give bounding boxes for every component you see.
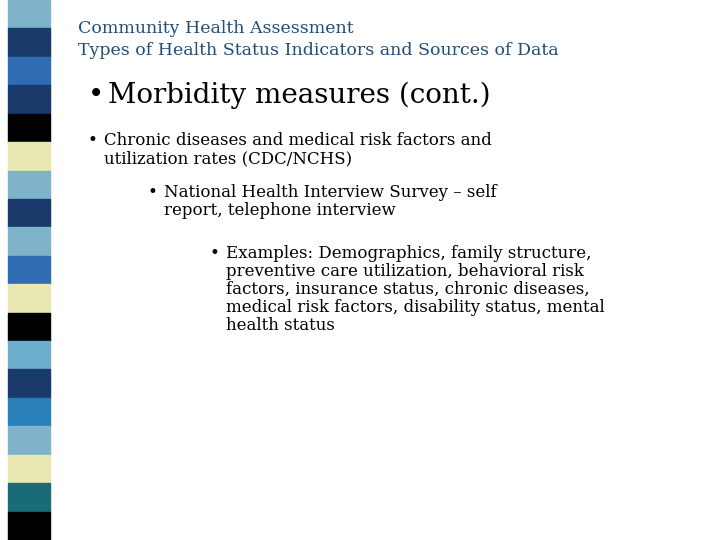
- Bar: [8, 426, 50, 455]
- Bar: [8, 483, 50, 511]
- Text: Morbidity measures (cont.): Morbidity measures (cont.): [108, 82, 490, 110]
- Bar: [8, 313, 50, 341]
- Bar: [8, 341, 50, 369]
- Bar: [8, 29, 50, 57]
- Text: Types of Health Status Indicators and Sources of Data: Types of Health Status Indicators and So…: [78, 42, 559, 59]
- Bar: [8, 369, 50, 398]
- Bar: [8, 142, 50, 171]
- Text: factors, insurance status, chronic diseases,: factors, insurance status, chronic disea…: [226, 281, 590, 298]
- Text: •: •: [148, 184, 158, 201]
- Bar: [8, 256, 50, 284]
- Bar: [8, 284, 50, 313]
- Text: •: •: [210, 245, 220, 262]
- Text: National Health Interview Survey – self: National Health Interview Survey – self: [164, 184, 497, 201]
- Bar: [8, 57, 50, 85]
- Text: health status: health status: [226, 317, 335, 334]
- Text: preventive care utilization, behavioral risk: preventive care utilization, behavioral …: [226, 263, 584, 280]
- Text: Chronic diseases and medical risk factors and: Chronic diseases and medical risk factor…: [104, 132, 492, 149]
- Bar: [8, 0, 50, 29]
- Bar: [8, 227, 50, 256]
- Text: Examples: Demographics, family structure,: Examples: Demographics, family structure…: [226, 245, 592, 262]
- Bar: [8, 199, 50, 227]
- Bar: [8, 171, 50, 199]
- Bar: [8, 511, 50, 540]
- Bar: [8, 85, 50, 114]
- Bar: [8, 455, 50, 483]
- Bar: [8, 398, 50, 426]
- Text: •: •: [88, 132, 98, 149]
- Text: medical risk factors, disability status, mental: medical risk factors, disability status,…: [226, 299, 605, 316]
- Bar: [8, 114, 50, 142]
- Text: utilization rates (CDC/NCHS): utilization rates (CDC/NCHS): [104, 150, 352, 167]
- Text: Community Health Assessment: Community Health Assessment: [78, 20, 354, 37]
- Text: report, telephone interview: report, telephone interview: [164, 202, 396, 219]
- Text: •: •: [88, 82, 104, 109]
